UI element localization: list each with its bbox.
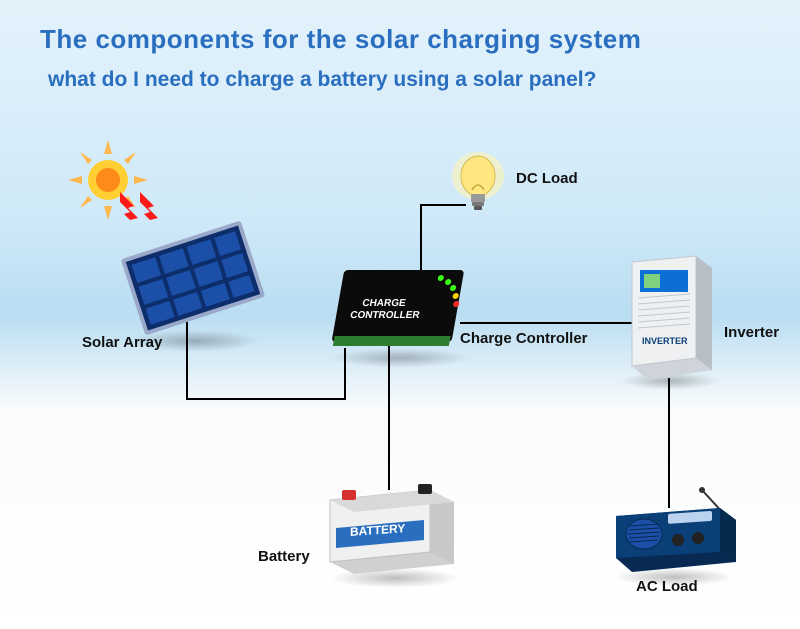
page-subtitle: what do I need to charge a battery using…: [48, 68, 596, 92]
svg-text:CONTROLLER: CONTROLLER: [349, 310, 421, 321]
battery-label: Battery: [258, 548, 310, 565]
dc-load-label: DC Load: [516, 170, 578, 187]
dc-load-bulb: [448, 150, 508, 220]
page-title: The components for the solar charging sy…: [40, 24, 641, 55]
wire-controller-inverter: [460, 322, 632, 324]
svg-text:CHARGE: CHARGE: [361, 298, 406, 309]
solar-array: [118, 218, 268, 338]
wire-solar-controller-h: [186, 398, 344, 400]
charge-controller: CHARGE CONTROLLER: [326, 260, 476, 360]
inverter: INVERTER: [620, 254, 720, 384]
ac-load-radio: [610, 486, 740, 576]
charge-controller-label: Charge Controller: [460, 330, 588, 347]
svg-text:INVERTER: INVERTER: [642, 336, 688, 346]
battery: BATTERY: [322, 478, 462, 578]
inverter-label: Inverter: [724, 324, 779, 341]
